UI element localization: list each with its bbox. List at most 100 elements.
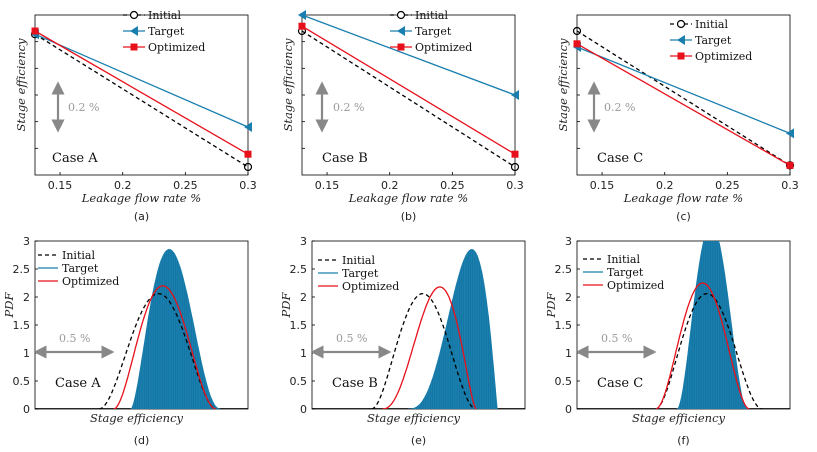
chart-panel-a: 0.15 0.2 0.25 0.3 Leakage flow rate % Stage e… <box>14 9 257 223</box>
marker-initial <box>572 26 582 36</box>
plot-frame <box>301 14 516 176</box>
legend-marker-initial <box>129 10 139 20</box>
case-label: Case A <box>55 376 101 391</box>
x-tick-label: 0.15 <box>48 179 73 192</box>
plot-frame <box>34 14 249 176</box>
y-tick-label: 1.5 <box>290 319 308 332</box>
pdf-curve-optimized <box>382 286 477 409</box>
y-tick-label: 3 <box>23 235 30 248</box>
marker-optimized <box>298 22 306 30</box>
y-tick-label: 0 <box>300 403 307 416</box>
x-tick-label: 0.2 <box>656 179 674 192</box>
legend-label-initial: Initial <box>148 9 181 22</box>
y-tick-label: 2.5 <box>290 263 308 276</box>
y-tick-label: 0.5 <box>290 375 308 388</box>
marker-optimized <box>573 40 581 48</box>
y-tick-label: 1 <box>565 347 572 360</box>
y-axis-label: Stage efficiency <box>14 38 28 132</box>
x-tick-label: 0.3 <box>781 179 799 192</box>
marker-target <box>298 10 306 20</box>
case-label: Case C <box>597 376 643 391</box>
y-tick-label: 2.5 <box>555 263 573 276</box>
marker-target <box>244 122 252 132</box>
x-axis-label: Leakage flow rate % <box>623 191 743 205</box>
legend-label-target: Target <box>607 266 644 279</box>
panel-caption: (d) <box>134 434 150 447</box>
legend-marker-initial <box>676 19 686 29</box>
y-tick-label: 2.5 <box>13 263 31 276</box>
scale-label: 0.2 % <box>68 101 99 114</box>
y-tick-label: 2 <box>565 291 572 304</box>
marker-optimized <box>31 27 39 35</box>
x-tick-label: 0.15 <box>590 179 615 192</box>
scale-label: 0.2 % <box>333 101 364 114</box>
x-tick-label: 0.25 <box>173 179 198 192</box>
legend-label-optimized: Optimized <box>607 279 664 292</box>
y-axis-label: Stage efficiency <box>281 38 295 132</box>
x-tick-label: 0.3 <box>239 179 257 192</box>
chart-panel-c: 0.15 0.2 0.25 0.3 Leakage flow rate % Stage e… <box>556 14 799 223</box>
legend-marker-target <box>130 26 138 36</box>
scale-label: 0.2 % <box>604 101 635 114</box>
case-label: Case C <box>597 151 643 166</box>
marker-optimized <box>786 161 794 169</box>
x-tick-label: 0.25 <box>715 179 740 192</box>
scale-label: 0.5 % <box>336 332 367 345</box>
y-tick-label: 2 <box>300 291 307 304</box>
series-line-target <box>576 46 791 135</box>
x-tick-label: 0.3 <box>506 179 524 192</box>
marker-optimized <box>511 150 519 158</box>
marker-optimized <box>244 150 252 158</box>
y-tick-label: 0 <box>23 403 30 416</box>
chart-panel-f: 0 0.5 1 1.5 2 2.5 3 Stage efficiency PDF InitialT… <box>544 235 791 447</box>
legend-label-optimized: Optimized <box>148 41 205 54</box>
legend-marker-target <box>677 35 685 45</box>
marker-target <box>786 128 794 139</box>
legend-marker-optimized <box>677 52 685 60</box>
y-axis-label: PDF <box>544 292 558 319</box>
y-tick-label: 1.5 <box>13 319 31 332</box>
legend-label-optimized: Optimized <box>342 280 399 293</box>
scale-label: 0.5 % <box>59 332 90 345</box>
series-line-target <box>34 33 249 128</box>
case-label: Case B <box>332 376 378 391</box>
x-axis-label: Stage efficiency <box>632 411 726 425</box>
pdf-curve-initial <box>655 293 763 409</box>
x-tick-label: 0.15 <box>315 179 340 192</box>
legend-marker-target <box>397 26 405 36</box>
panel-caption: (e) <box>411 434 426 447</box>
legend-label-initial: Initial <box>415 9 448 22</box>
panel-caption: (f) <box>677 434 689 447</box>
plot-content <box>35 248 248 409</box>
y-axis-label: PDF <box>279 292 293 319</box>
chart-panel-e: 0 0.5 1 1.5 2 2.5 3 Stage efficiency PDF InitialT… <box>279 235 526 447</box>
x-axis-label: Stage efficiency <box>90 411 184 425</box>
legend-label-optimized: Optimized <box>695 50 752 63</box>
panel-caption: (a) <box>134 210 149 223</box>
scale-label: 0.5 % <box>601 332 632 345</box>
legend-label-target: Target <box>342 267 379 280</box>
series-line-optimized <box>34 30 249 155</box>
legend-label-initial: Initial <box>607 253 640 266</box>
series-line-optimized <box>301 25 516 155</box>
y-tick-label: 3 <box>300 235 307 248</box>
x-tick-label: 0.25 <box>440 179 465 192</box>
legend-label-initial: Initial <box>342 254 375 267</box>
y-tick-label: 1 <box>300 347 307 360</box>
series-line-target <box>301 14 516 96</box>
series-line-initial <box>301 30 516 168</box>
legend-label-initial: Initial <box>695 18 728 31</box>
chart-panel-d: 0 0.5 1 1.5 2 2.5 3 Stage efficiency PDF InitialT… <box>2 235 249 447</box>
legend-label-initial: Initial <box>62 249 95 262</box>
y-tick-label: 1.5 <box>555 319 573 332</box>
y-axis-label: Stage efficiency <box>556 38 570 132</box>
legend-marker-optimized <box>397 43 405 51</box>
y-tick-label: 3 <box>565 235 572 248</box>
case-label: Case A <box>52 151 98 166</box>
pdf-curve-optimized <box>655 282 750 409</box>
y-tick-label: 0.5 <box>555 375 573 388</box>
x-axis-label: Leakage flow rate % <box>81 191 201 205</box>
x-axis-label: Leakage flow rate % <box>348 191 468 205</box>
marker-initial <box>243 162 253 172</box>
y-tick-label: 0 <box>565 403 572 416</box>
